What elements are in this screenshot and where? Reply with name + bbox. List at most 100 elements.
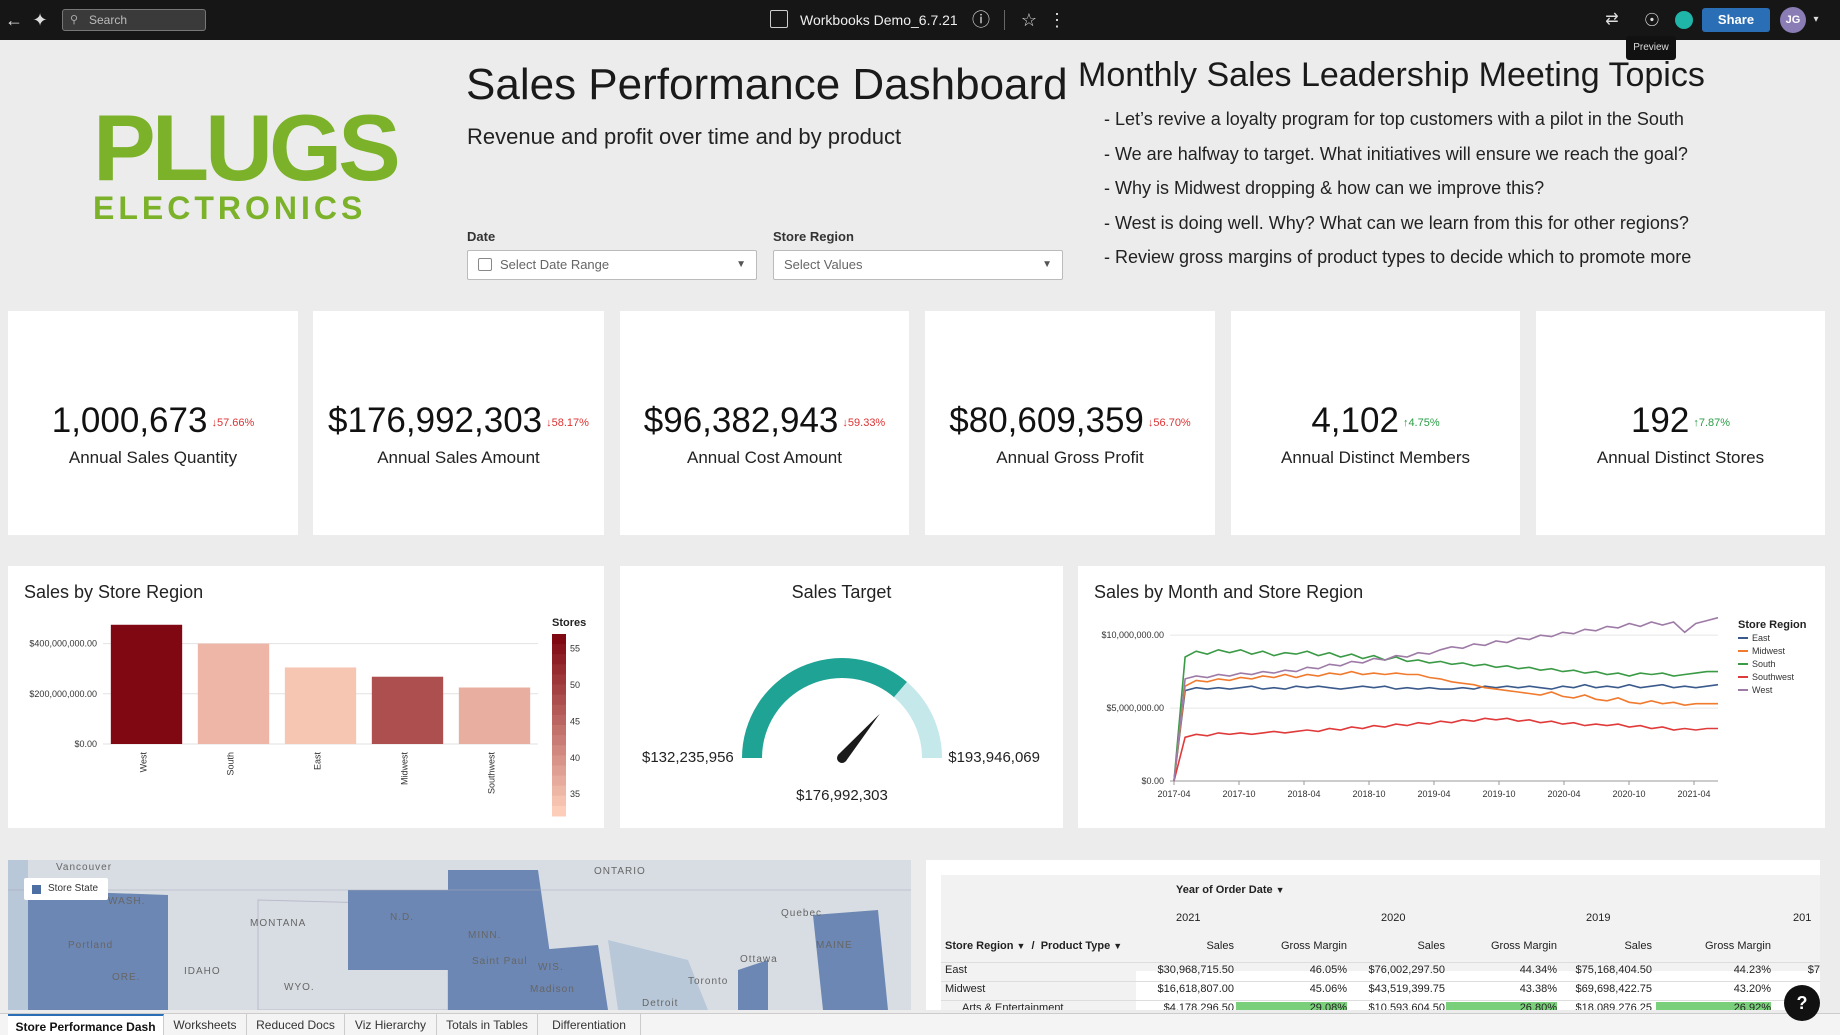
sales-by-month-chart[interactable]: Sales by Month and Store Region $0.00 $5,…	[1078, 566, 1825, 828]
kpi-card-distinct-stores[interactable]: 192 ↑7.87% Annual Distinct Stores	[1536, 311, 1825, 535]
series-line-west	[1173, 616, 1719, 782]
map-label: MAINE	[816, 940, 853, 951]
gauge-remaining-arc	[894, 682, 942, 758]
map-label: Detroit	[642, 998, 679, 1009]
store-region-select[interactable]: Select Values ▼	[773, 250, 1063, 280]
x-tick-label: 2017-10	[1222, 789, 1255, 799]
pivot-cell[interactable]: 44.23%	[1733, 964, 1771, 976]
avatar[interactable]: JG	[1780, 7, 1806, 33]
series-line-east	[1173, 683, 1719, 782]
chart-title: Sales Target	[791, 582, 892, 602]
pivot-cell[interactable]: $10,593,604.50	[1368, 1002, 1445, 1010]
map-label: Toronto	[688, 976, 729, 987]
map-label: WIS.	[538, 962, 564, 973]
pivot-cell[interactable]: 43.20%	[1733, 983, 1771, 995]
kpi-label: Annual Sales Quantity	[68, 448, 238, 467]
pivot-cell[interactable]: 43.38%	[1519, 983, 1557, 995]
pivot-row-label[interactable]: Midwest	[945, 983, 986, 995]
y-tick-label: $0.00	[74, 739, 97, 749]
pivot-row-header-bg	[941, 875, 1136, 1010]
info-icon[interactable]: ⓘ	[972, 10, 990, 30]
map-label: Quebec	[781, 908, 823, 919]
series-line-midwest	[1173, 670, 1718, 782]
tab-totals-in-tables[interactable]: Totals in Tables	[437, 1014, 538, 1035]
color-legend-tick: 55	[570, 644, 580, 654]
workbook-title[interactable]: Workbooks Demo_6.7.21	[800, 12, 958, 28]
pivot-cell[interactable]: $75,168,404.50	[1575, 964, 1652, 976]
series-line-south	[1173, 648, 1718, 782]
sales-target-gauge[interactable]: Sales Target $132,235,956 $193,946,069 $17…	[620, 566, 1063, 828]
chevron-down-icon: ▼	[736, 259, 746, 270]
pivot-cell[interactable]: 26.80%	[1446, 1002, 1557, 1010]
map-state-wis	[538, 945, 608, 1010]
pivot-cell[interactable]: $18,089,276.25	[1575, 1002, 1652, 1010]
pivot-table[interactable]: Year of Order Date ▼ 2021 2020 2019 201 …	[926, 860, 1820, 1010]
tab-store-performance[interactable]: Store Performance Dash	[8, 1014, 164, 1035]
kpi-label: Annual Distinct Members	[1281, 448, 1470, 467]
pivot-cell[interactable]: 26.92%	[1656, 1002, 1771, 1010]
sigma-logo-icon[interactable]: ✦	[32, 10, 48, 30]
star-icon[interactable]: ☆	[1020, 10, 1038, 30]
avatar-caret-icon[interactable]: ▾	[1813, 14, 1819, 25]
color-legend-step	[552, 735, 566, 746]
gauge-value-label: $176,992,303	[796, 787, 888, 804]
kpi-delta: ↓56.70%	[1147, 417, 1191, 429]
help-button[interactable]: ?	[1784, 985, 1820, 1021]
plugs-logo: PLUGS ELECTRONICS	[93, 101, 401, 228]
status-check-icon[interactable]	[1675, 11, 1693, 29]
pivot-row-header[interactable]: Store Region ▼ / Product Type ▼	[945, 940, 1123, 952]
pivot-cell[interactable]: $69,698,422.75	[1575, 983, 1652, 995]
tab-viz-hierarchy[interactable]: Viz Hierarchy	[345, 1014, 437, 1035]
legend-item: West	[1752, 685, 1773, 695]
tab-worksheets[interactable]: Worksheets	[164, 1014, 247, 1035]
topic-item: - West is doing well. Why? What can we l…	[1104, 212, 1689, 233]
page-tabs: Store Performance Dash Worksheets Reduce…	[0, 1013, 1840, 1035]
chevron-down-icon: ▼	[1016, 941, 1026, 951]
pivot-cell[interactable]: $43,519,399.75	[1368, 983, 1445, 995]
kpi-card-sales-quantity[interactable]: 1,000,673 ↓57.66% Annual Sales Quantity	[8, 311, 298, 535]
pivot-cell[interactable]: 29.08%	[1236, 1002, 1347, 1010]
pivot-cell[interactable]: 44.34%	[1519, 964, 1557, 976]
search-input[interactable]: ⚲ Search	[62, 9, 206, 31]
kpi-card-cost-amount[interactable]: $96,382,943 ↓59.33% Annual Cost Amount	[620, 311, 909, 535]
gauge-needle	[838, 713, 880, 762]
x-tick-label: 2019-04	[1417, 789, 1450, 799]
pivot-cell[interactable]: $30,968,715.50	[1157, 964, 1234, 976]
sales-by-region-chart[interactable]: Sales by Store Region $0.00 $200,000,000.…	[8, 566, 604, 828]
pivot-cell[interactable]: $4,178,296.50	[1163, 1002, 1234, 1010]
date-range-select[interactable]: Select Date Range ▼	[467, 250, 757, 280]
kpi-value: $96,382,943	[643, 401, 839, 440]
kpi-card-distinct-members[interactable]: 4,102 ↑4.75% Annual Distinct Members	[1231, 311, 1520, 535]
pivot-cell[interactable]: 45.06%	[1309, 983, 1347, 995]
share-button[interactable]: Share	[1702, 8, 1770, 32]
kpi-card-gross-profit[interactable]: $80,609,359 ↓56.70% Annual Gross Profit	[925, 311, 1215, 535]
pivot-cell[interactable]: $7	[1807, 964, 1820, 976]
map-legend: Store State	[24, 878, 108, 900]
kpi-label: Annual Distinct Stores	[1596, 448, 1765, 467]
line-chart-svg: $0.00 $5,000,000.00 $10,000,000.00 2017-04 2…	[1101, 616, 1807, 799]
kpi-delta: ↓57.66%	[211, 417, 255, 429]
pivot-cell[interactable]: $76,002,297.50	[1368, 964, 1445, 976]
back-icon[interactable]: ←	[5, 10, 23, 30]
y-tick-label: $200,000,000.00	[29, 689, 97, 699]
pivot-row-label[interactable]: East	[945, 964, 968, 976]
pivot-measure: Gross Margin	[1704, 940, 1771, 952]
pivot-cell[interactable]: $16,618,807.00	[1157, 983, 1234, 995]
pivot-cell[interactable]: 46.05%	[1309, 964, 1347, 976]
kpi-card-sales-amount[interactable]: $176,992,303 ↓58.17% Annual Sales Amount	[313, 311, 604, 535]
more-menu-icon[interactable]: ⋮	[1048, 10, 1066, 30]
pivot-row-label[interactable]: Arts & Entertainment	[962, 1002, 1064, 1010]
kpi-delta: ↑4.75%	[1402, 417, 1440, 429]
store-state-map[interactable]: Store State Vancouver WASH. Portland ORE…	[8, 860, 911, 1010]
pivot-column-group[interactable]: Year of Order Date ▼	[1176, 884, 1285, 896]
pivot-measure: Sales	[1417, 940, 1445, 952]
tab-differentiation[interactable]: Differentiation	[538, 1014, 641, 1035]
sync-icon[interactable]: ⇄	[1605, 11, 1619, 28]
preview-eye-icon[interactable]: ☉	[1643, 10, 1661, 30]
chevron-down-icon: ▼	[1042, 259, 1052, 270]
legend-title: Store Region	[1738, 619, 1807, 631]
map-label: ONTARIO	[594, 866, 646, 877]
tab-reduced-docs[interactable]: Reduced Docs	[247, 1014, 345, 1035]
x-tick-label: Midwest	[400, 752, 410, 786]
pivot-year: 2021	[1176, 912, 1201, 924]
